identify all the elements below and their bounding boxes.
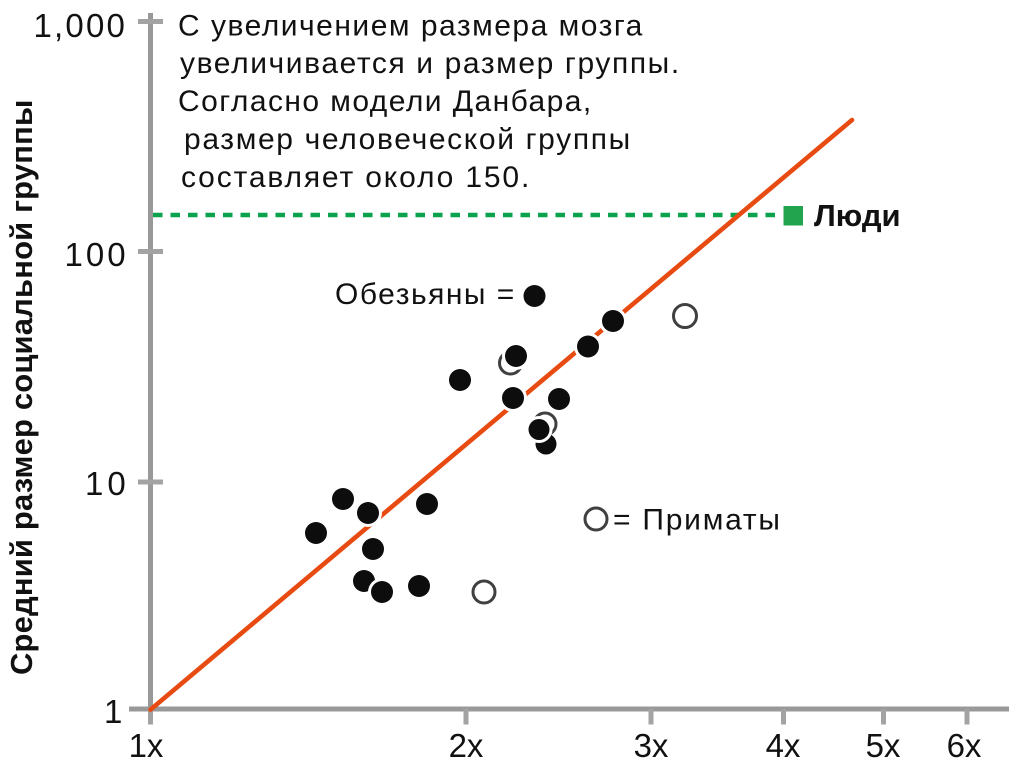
svg-text:6x: 6x xyxy=(947,727,982,764)
svg-text:1,000: 1,000 xyxy=(34,7,128,44)
svg-text:составляет около 150.: составляет около 150. xyxy=(181,161,531,194)
svg-text:Люди: Люди xyxy=(814,198,901,233)
svg-text:10: 10 xyxy=(85,465,130,502)
svg-text:= Приматы: = Приматы xyxy=(613,504,782,537)
svg-text:3x: 3x xyxy=(634,727,669,764)
svg-text:100: 100 xyxy=(65,236,129,273)
svg-text:Согласно модели Данбара,: Согласно модели Данбара, xyxy=(178,85,593,118)
svg-text:Обезьяны =: Обезьяны = xyxy=(335,278,516,311)
svg-text:1: 1 xyxy=(104,693,122,730)
svg-text:4x: 4x xyxy=(766,727,801,764)
svg-text:увеличивается и размер группы.: увеличивается и размер группы. xyxy=(180,47,681,80)
svg-text:1x: 1x xyxy=(129,727,164,764)
svg-text:Средний размер социальной груп: Средний размер социальной группы xyxy=(4,99,39,675)
svg-text:С увеличением размера мозга: С увеличением размера мозга xyxy=(178,10,644,43)
svg-text:2x: 2x xyxy=(449,727,484,764)
svg-text:5x: 5x xyxy=(866,727,901,764)
svg-text:размер человеческой группы: размер человеческой группы xyxy=(184,123,632,156)
